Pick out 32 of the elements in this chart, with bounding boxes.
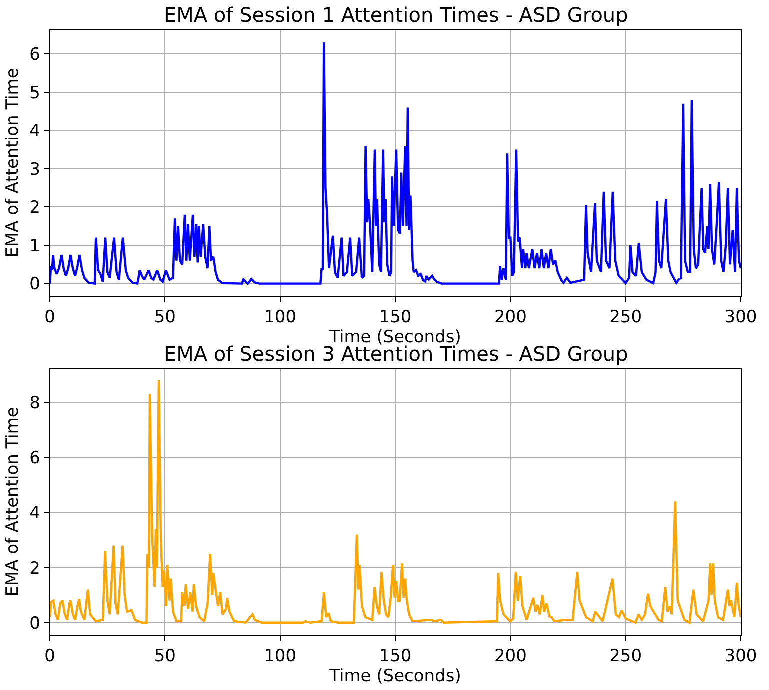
y-axis-title: EMA of Attention Time [3, 68, 24, 258]
x-tick-label: 0 [44, 646, 56, 666]
y-tick-label: 2 [30, 558, 40, 579]
y-tick-label: 2 [30, 198, 40, 218]
y-tick-label: 0 [30, 614, 40, 634]
x-tick-label: 250 [610, 308, 642, 328]
x-tick-label: 200 [494, 646, 527, 666]
chart-title: EMA of Session 1 Attention Times - ASD Group [164, 3, 628, 27]
y-tick-label: 6 [30, 448, 40, 469]
y-axis-title: EMA of Attention Time [3, 407, 24, 597]
line-series [50, 379, 741, 624]
x-tick-label: 0 [44, 308, 56, 328]
x-tick-label: 100 [264, 308, 297, 328]
y-tick-label: 4 [30, 122, 40, 142]
x-tick-label: 300 [724, 646, 758, 666]
x-tick-label: 250 [610, 646, 642, 666]
y-tick-label: 5 [30, 83, 40, 104]
x-tick-label: 200 [494, 308, 527, 328]
x-tick-label: 50 [154, 646, 176, 666]
x-tick-label: 300 [724, 308, 758, 328]
line-series [50, 42, 741, 285]
y-tick-label: 6 [30, 45, 40, 66]
x-axis-title: Time (Seconds) [328, 666, 462, 686]
y-tick-label: 8 [30, 394, 40, 414]
x-tick-label: 100 [264, 646, 297, 666]
x-tick-label: 50 [154, 308, 176, 328]
y-tick-label: 0 [30, 274, 40, 295]
y-tick-label: 4 [30, 504, 40, 524]
x-tick-label: 150 [379, 646, 412, 666]
y-tick-label: 3 [30, 160, 40, 180]
x-tick-label: 150 [379, 308, 412, 328]
y-tick-label: 1 [30, 236, 40, 256]
